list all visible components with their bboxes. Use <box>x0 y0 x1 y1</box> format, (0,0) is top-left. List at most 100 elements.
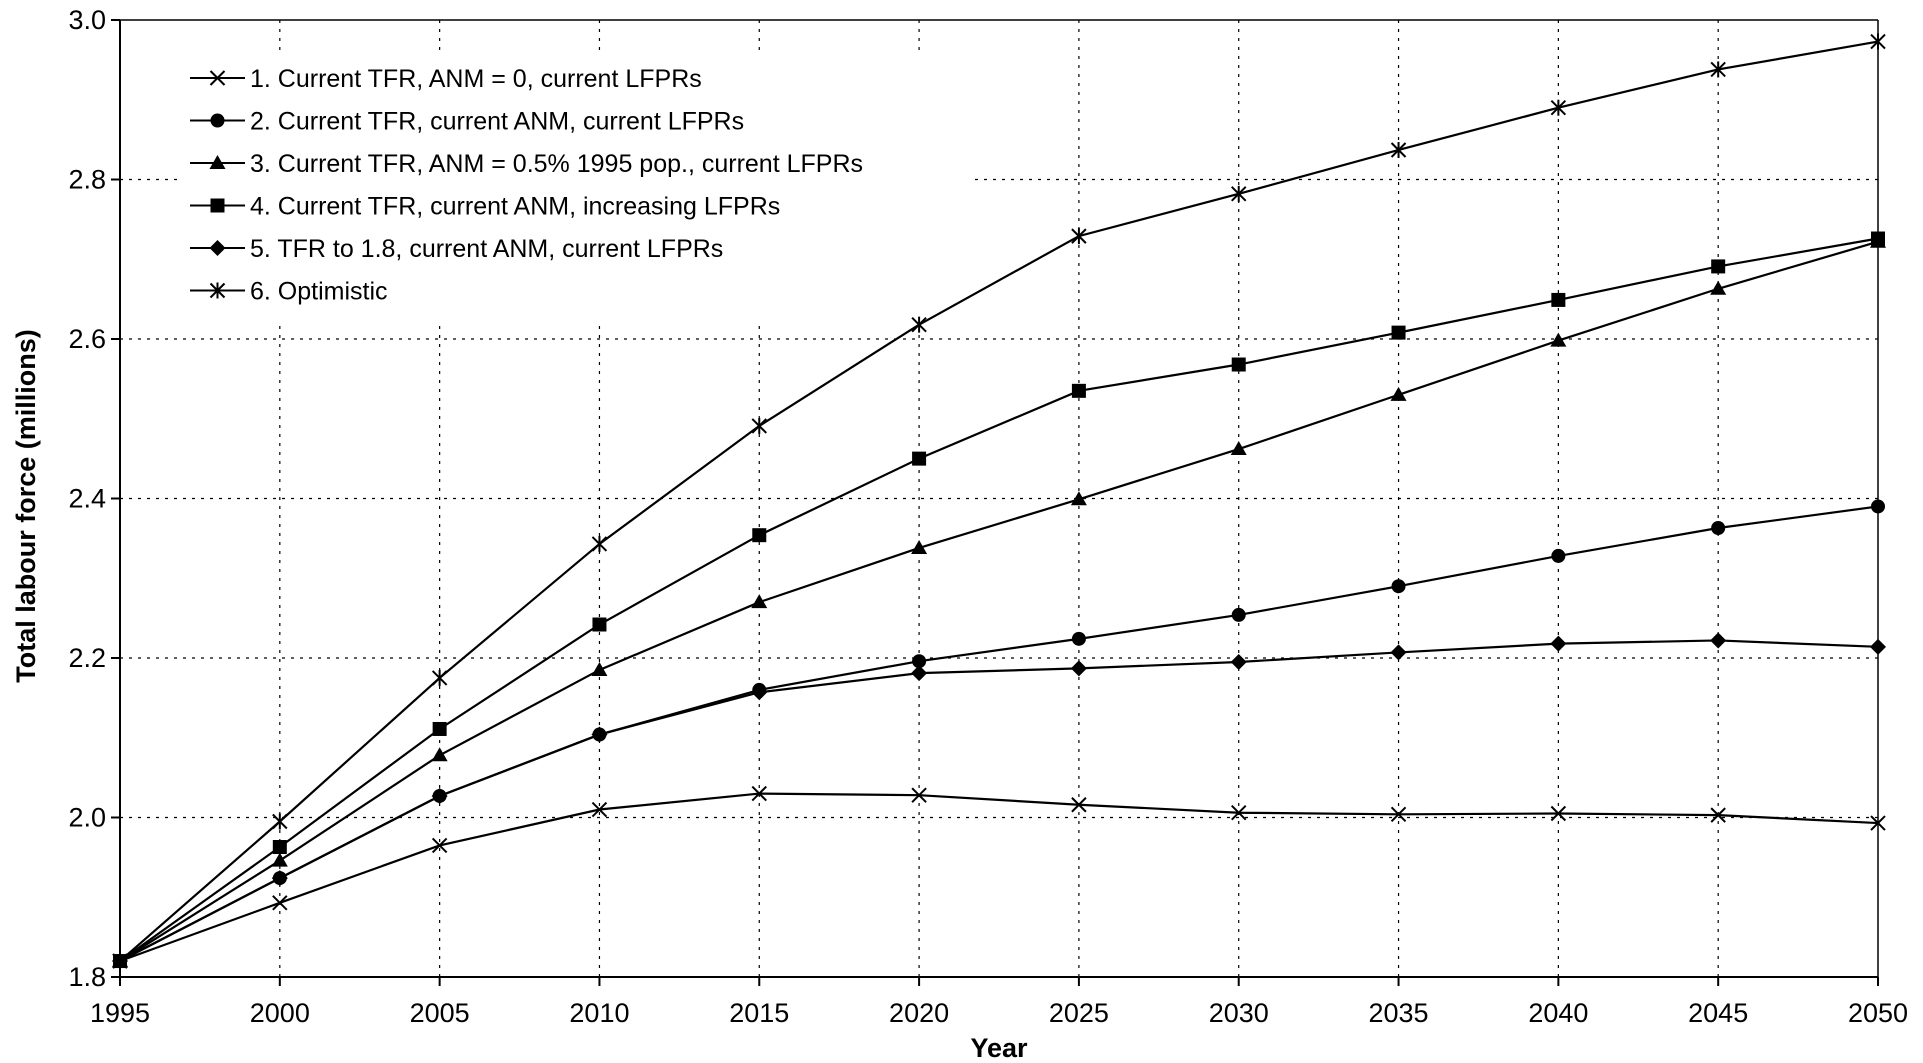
series-6-point <box>431 669 448 686</box>
axes: 1.8 2.0 2.2 2.4 2.6 2.8 3.0 1995 2000 2005 2010 201… <box>68 5 1908 1028</box>
series-1-point <box>1550 805 1567 822</box>
series-3-line <box>119 240 1879 962</box>
legend-item-4: 4. Current TFR, current ANM, increasing … <box>190 193 780 221</box>
series-2-point <box>1551 548 1566 563</box>
marker-stroke <box>911 787 927 803</box>
series-3-point <box>1230 441 1247 456</box>
marker-stroke <box>1071 797 1087 813</box>
series-1-point <box>1390 806 1407 823</box>
series-2-point <box>912 654 927 669</box>
y-tick-label: 2.6 <box>68 324 106 354</box>
x-tick-label: 2010 <box>569 998 629 1028</box>
series-1-point <box>911 787 927 803</box>
series-3-point <box>911 539 928 554</box>
marker-stroke <box>272 895 288 911</box>
series-3-point <box>1390 386 1407 401</box>
series-4-point <box>1711 259 1726 274</box>
y-tick-label: 3.0 <box>68 5 106 35</box>
y-tick-label: 2.0 <box>68 803 106 833</box>
marker-stroke <box>751 785 767 802</box>
series-6-point <box>911 316 927 333</box>
legend-item-3: 3. Current TFR, ANM = 0.5% 1995 pop., cu… <box>190 150 863 178</box>
series-5-point <box>1390 644 1407 661</box>
legend-background <box>180 50 970 320</box>
marker-stroke <box>209 70 226 86</box>
x-tick-label: 1995 <box>90 998 150 1028</box>
series-6-point <box>1071 228 1087 245</box>
x-tick-label: 2035 <box>1369 998 1429 1028</box>
y-axis-title: Total labour force (millions) <box>11 329 41 683</box>
series-4-point <box>1551 292 1566 307</box>
marker-stroke <box>1710 807 1726 823</box>
series-1-point <box>431 837 448 854</box>
series-4-point <box>272 840 287 855</box>
series-6-point <box>1710 61 1726 78</box>
series-4-point <box>1391 325 1406 340</box>
series-5-point <box>911 665 928 682</box>
series-1-line <box>119 792 1879 963</box>
legend-item-5: 5. TFR to 1.8, current ANM, current LFPR… <box>190 235 723 263</box>
legend: 1. Current TFR, ANM = 0, current LFPRs 2.… <box>190 65 863 306</box>
series-3-point <box>751 594 768 609</box>
marker-stroke <box>1390 806 1407 823</box>
legend-label: 3. Current TFR, ANM = 0.5% 1995 pop., cu… <box>250 150 863 178</box>
legend-marker <box>210 198 225 213</box>
series-6-line <box>119 40 1879 962</box>
y-tick-label: 2.2 <box>68 643 106 673</box>
series-6-point <box>1390 141 1407 158</box>
series-5-point <box>271 870 288 887</box>
legend-label: 5. TFR to 1.8, current ANM, current LFPR… <box>250 235 723 263</box>
series-6-point <box>591 535 608 552</box>
y-tick-label: 2.8 <box>68 165 106 195</box>
series-group <box>112 33 1886 970</box>
series-3-point <box>591 661 608 676</box>
series-6-point <box>1550 99 1567 116</box>
legend-label: 6. Optimistic <box>250 278 388 306</box>
legend-box <box>180 50 970 320</box>
marker-stroke <box>1550 805 1567 822</box>
series-2-point <box>1071 631 1086 646</box>
legend-marker <box>209 282 226 299</box>
legend-label: 2. Current TFR, current ANM, current LFP… <box>250 108 744 136</box>
series-4-point <box>1071 383 1086 398</box>
series-3-point <box>1550 332 1567 347</box>
legend-item-6: 6. Optimistic <box>190 278 388 306</box>
legend-item-2: 2. Current TFR, current ANM, current LFP… <box>190 108 744 136</box>
series-6-point <box>751 417 767 434</box>
x-tick-label: 2025 <box>1049 998 1109 1028</box>
series-5-line <box>119 639 1879 963</box>
x-axis-title: Year <box>970 1033 1028 1063</box>
series-3-point <box>431 747 448 762</box>
x-tick-label: 2050 <box>1848 998 1908 1028</box>
series-5-point <box>1230 653 1247 670</box>
marker-stroke <box>1231 805 1247 821</box>
x-tick-label: 2030 <box>1209 998 1269 1028</box>
series-6 <box>112 33 1886 970</box>
series-1-point <box>751 785 767 802</box>
series-5-point <box>751 684 768 701</box>
series-1-point <box>272 895 288 911</box>
series-5-point <box>1710 632 1727 649</box>
series-3-point <box>1710 280 1727 295</box>
x-tick-label: 2015 <box>729 998 789 1028</box>
series-5-point <box>591 726 608 743</box>
legend-item-1: 1. Current TFR, ANM = 0, current LFPRs <box>190 65 702 93</box>
series-2-point <box>1231 607 1246 622</box>
series-5-point <box>431 787 448 804</box>
series-3-point <box>1070 491 1087 506</box>
x-tick-label: 2000 <box>250 998 310 1028</box>
y-tick-label: 2.4 <box>68 484 106 514</box>
series-5-point <box>1550 635 1567 652</box>
series-1-point <box>591 801 608 818</box>
series-4-point <box>1231 357 1246 372</box>
series-6-point <box>272 813 288 830</box>
marker-stroke <box>431 837 448 854</box>
marker-stroke <box>591 801 608 818</box>
series-1-point <box>1071 797 1087 813</box>
series-1-point <box>1231 805 1247 821</box>
series-2-point <box>1391 579 1406 594</box>
series-2-point <box>1711 521 1726 536</box>
series-3-point <box>271 852 288 867</box>
gridlines <box>120 20 1878 977</box>
